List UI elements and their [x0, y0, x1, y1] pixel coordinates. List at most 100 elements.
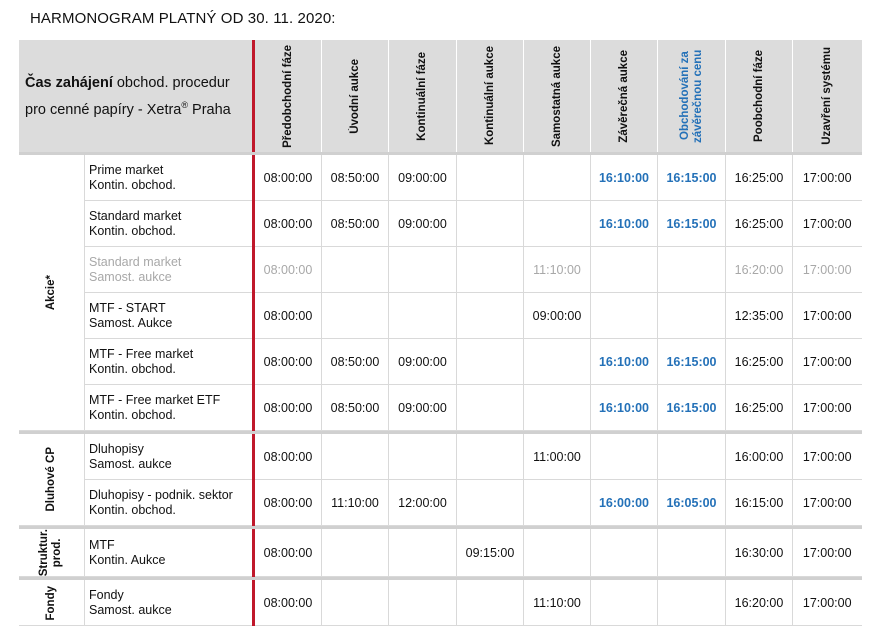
row-label: MTF Kontin. Aukce: [84, 529, 254, 578]
row-label: Standard market Kontin. obchod.: [84, 200, 254, 247]
time-cell: [321, 292, 389, 339]
time-cell: 08:00:00: [252, 384, 322, 431]
time-cell: [388, 529, 457, 578]
time-cell: 08:00:00: [252, 479, 322, 526]
time-cell: 16:10:00: [590, 200, 658, 247]
time-cell: 16:25:00: [725, 338, 793, 385]
time-cell: 08:00:00: [252, 246, 322, 293]
column-header-label: Předobchodní fáze: [281, 44, 294, 148]
time-cell: [321, 246, 389, 293]
time-cell: [523, 338, 591, 385]
time-cell: 16:25:00: [725, 200, 793, 247]
time-cell: [456, 384, 524, 431]
intro-cell: Čas zahájení obchod. procedur pro cenné …: [18, 40, 254, 152]
row-label: MTF - START Samost. Aukce: [84, 292, 254, 339]
time-cell: [456, 479, 524, 526]
column-header: Kontinuální fáze: [388, 40, 457, 152]
column-header-label: Kontinuální fáze: [416, 51, 428, 141]
time-cell: 08:00:00: [252, 529, 322, 578]
table-row: Struktur. prod. MTF Kontin. Aukce 08:00:00 0…: [18, 529, 862, 578]
time-cell: 08:50:00: [321, 384, 389, 431]
time-cell: 17:00:00: [792, 479, 862, 526]
time-cell: [657, 580, 726, 627]
row-mode: Samost. aukce: [89, 269, 172, 284]
time-cell: 16:15:00: [657, 338, 726, 385]
time-cell: 08:00:00: [252, 200, 322, 247]
time-cell: [456, 292, 524, 339]
time-cell: 16:00:00: [590, 479, 658, 526]
row-mode: Samost. aukce: [89, 456, 172, 471]
row-mode: Samost. Aukce: [89, 315, 173, 330]
time-cell: 11:00:00: [523, 434, 591, 480]
time-cell: [590, 580, 658, 627]
column-header-label: Poobchodní fáze: [752, 50, 765, 142]
row-mode: Samost. aukce: [89, 602, 172, 617]
time-cell: [590, 529, 658, 578]
row-market: Dluhopisy: [89, 441, 144, 456]
time-cell: [523, 529, 591, 578]
time-cell: 17:00:00: [792, 384, 862, 431]
time-cell: 16:15:00: [657, 384, 726, 431]
time-cell: [321, 434, 389, 480]
row-market: Standard market: [89, 208, 182, 223]
time-cell: 17:00:00: [792, 529, 862, 578]
time-cell: [388, 292, 457, 339]
time-cell: [523, 155, 591, 201]
time-cell: 16:10:00: [590, 338, 658, 385]
time-cell: 08:50:00: [321, 200, 389, 247]
row-market: MTF - Free market ETF: [89, 392, 221, 407]
group-cell: Akcie*: [18, 155, 85, 431]
table-row: MTF - Free market Kontin. obchod. 08:00:00…: [19, 338, 862, 385]
time-cell: [456, 434, 524, 480]
time-cell: 17:00:00: [792, 200, 862, 247]
column-header-label: Obchodování za závěrečnou cenu: [678, 49, 704, 143]
page-title: HARMONOGRAM PLATNÝ OD 30. 11. 2020:: [30, 10, 336, 27]
time-cell: 16:15:00: [657, 200, 726, 247]
group-separator: [18, 525, 862, 529]
time-cell: 16:10:00: [590, 155, 658, 201]
group-cell: Dluhové CP: [18, 434, 85, 526]
column-header: Úvodní aukce: [321, 40, 389, 152]
time-cell: 17:00:00: [792, 292, 862, 339]
time-cell: 11:10:00: [523, 580, 591, 627]
row-mode: Kontin. obchod.: [89, 407, 176, 422]
row-label: Standard market Samost. aukce: [84, 246, 254, 293]
column-header: Kontinuální aukce: [456, 40, 524, 152]
time-cell: 16:20:00: [725, 246, 793, 293]
time-cell: [657, 292, 726, 339]
time-cell: 08:00:00: [252, 580, 322, 627]
column-header: Závěrečná aukce: [590, 40, 658, 152]
group-label: Dluhové CP: [44, 447, 57, 512]
column-header-label: Uzavření systému: [820, 47, 833, 145]
row-label: Prime market Kontin. obchod.: [84, 155, 254, 201]
intro-rest: obchod. procedur: [112, 74, 230, 91]
row-market: MTF - Free market: [89, 346, 194, 361]
time-cell: [590, 246, 658, 293]
time-cell: [321, 529, 389, 578]
column-header-label: Úvodní aukce: [348, 58, 361, 134]
time-cell: [590, 434, 658, 480]
time-cell: [321, 580, 389, 627]
time-cell: 08:00:00: [252, 292, 322, 339]
time-cell: 16:15:00: [725, 479, 793, 526]
table-row: Fondy Fondy Samost. aukce 08:00:00 11:10:00 1…: [18, 580, 862, 627]
time-cell: 16:30:00: [725, 529, 793, 578]
time-cell: 09:15:00: [456, 529, 524, 578]
row-label: Fondy Samost. aukce: [84, 580, 254, 627]
group-separator: [18, 152, 862, 155]
table-row: Dluhopisy - podnik. sektor Kontin. obchod…: [19, 479, 862, 526]
header-row: Čas zahájení obchod. procedur pro cenné …: [18, 40, 862, 152]
time-cell: [456, 338, 524, 385]
time-cell: [657, 246, 726, 293]
time-cell: 16:15:00: [657, 155, 726, 201]
group-label: Akcie*: [44, 274, 57, 311]
time-cell: 09:00:00: [388, 155, 457, 201]
row-label: Dluhopisy Samost. aukce: [84, 434, 254, 480]
row-market: Standard market: [89, 254, 182, 269]
time-cell: 16:05:00: [657, 479, 726, 526]
row-mode: Kontin. obchod.: [89, 361, 176, 376]
table-row: Standard market Kontin. obchod. 08:00:00 08…: [19, 200, 862, 247]
time-cell: [523, 200, 591, 247]
column-header: Samostatná aukce: [523, 40, 591, 152]
time-cell: 09:00:00: [388, 200, 457, 247]
